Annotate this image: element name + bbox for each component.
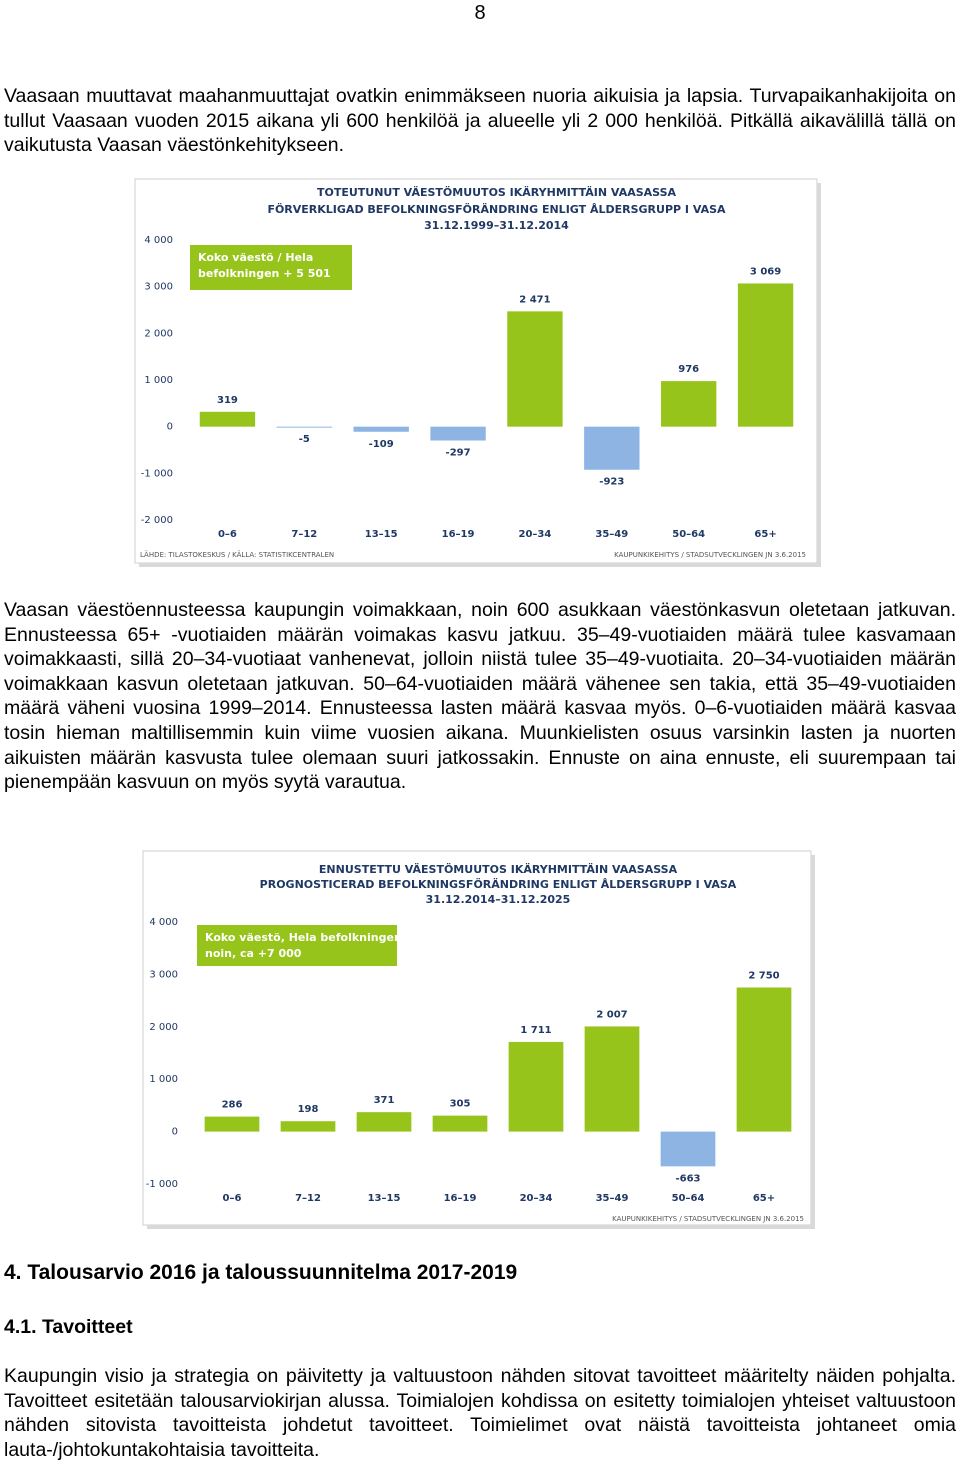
x-tick-label: 50–64 [672,529,705,540]
annotation-box [197,925,397,966]
bar [584,1026,640,1132]
x-tick-label: 35–49 [595,529,628,540]
chart: ENNUSTETTU VÄESTÖMUUTOS IKÄRYHMITTÄIN VA… [142,850,815,1229]
chart-title: PROGNOSTICERAD BEFOLKNINGSFÖRÄNDRING ENL… [260,877,737,891]
x-tick-label: 35–49 [596,1193,629,1204]
bar [432,1115,488,1132]
page-number: 8 [474,2,486,24]
chart-shadow-bottom [139,563,821,567]
bar [280,1121,336,1132]
value-label: 2 471 [519,294,550,305]
bar [356,1112,412,1132]
x-tick-label: 16–19 [444,1193,477,1204]
value-label: 976 [678,364,699,375]
value-label: -5 [299,434,310,445]
x-tick-label: 13–15 [365,529,398,540]
bar [736,987,792,1132]
chart-credit: KAUPUNKIKEHITYS / STADSUTVECKLINGEN JN 3… [614,551,806,559]
chart-title: 31.12.2014–31.12.2025 [426,893,571,906]
x-tick-label: 20–34 [520,1193,553,1204]
x-tick-label: 7–12 [291,529,317,540]
x-tick-label: 20–34 [519,529,552,540]
chart-shadow-bottom [147,1225,815,1229]
bar [204,1116,260,1132]
x-tick-label: 0–6 [218,529,237,540]
value-label: -109 [369,439,394,450]
bar [507,311,563,427]
annotation: Koko väestö, Hela befolkningen [205,931,402,944]
value-label: 305 [450,1099,471,1110]
bar [737,283,794,427]
value-label: -297 [446,448,471,459]
x-tick-label: 0–6 [223,1193,242,1204]
value-label: 2 750 [748,971,779,982]
value-label: -663 [675,1173,700,1184]
y-tick-label: -1 000 [146,1179,178,1190]
y-tick-label: 3 000 [149,969,178,980]
value-label: 198 [298,1104,319,1115]
heading: 4. Talousarvio 2016 ja taloussuunnitelma… [4,1261,518,1284]
y-tick-label: -2 000 [141,515,173,526]
x-tick-label: 50–64 [672,1193,705,1204]
chart-source: LÄHDE: TILASTOKESKUS / KÄLLA: STATISTIKC… [140,550,334,559]
bar [430,426,486,441]
y-tick-label: 4 000 [144,235,173,246]
chart-credit: KAUPUNKIKEHITYS / STADSUTVECKLINGEN JN 3… [612,1215,804,1223]
y-tick-label: 2 000 [149,1022,178,1033]
bar [584,426,640,470]
bar [199,411,256,427]
annotation: noin, ca +7 000 [205,947,302,960]
value-label: 371 [374,1095,395,1106]
chart-title: 31.12.1999–31.12.2014 [424,219,569,232]
chart-frame [134,178,818,564]
subheading: 4.1. Tavoitteet [4,1316,133,1338]
value-label: 319 [217,395,238,406]
bar [508,1041,564,1132]
x-tick-label: 7–12 [295,1193,321,1204]
bar [276,426,332,428]
chart: TOTEUTUNUT VÄESTÖMUUTOS IKÄRYHMITTÄIN VA… [134,178,821,567]
value-label: 3 069 [750,266,781,277]
y-tick-label: 1 000 [149,1074,178,1085]
y-tick-label: -1 000 [141,468,173,479]
y-tick-label: 2 000 [144,328,173,339]
y-tick-label: 3 000 [144,282,173,293]
annotation: befolkningen + 5 501 [198,267,331,280]
value-label: 286 [222,1100,243,1111]
value-label: 2 007 [596,1009,627,1020]
bar [353,426,409,432]
x-tick-label: 16–19 [442,529,475,540]
bar [660,1131,716,1167]
value-label: -923 [599,477,624,488]
chart-title: TOTEUTUNUT VÄESTÖMUUTOS IKÄRYHMITTÄIN VA… [317,185,677,199]
value-label: 1 711 [520,1025,551,1036]
paragraph: Kaupungin visio ja strategia on päivitet… [4,1365,956,1461]
annotation-box [190,245,352,290]
chart-shadow-right [811,855,815,1229]
bar [661,381,717,427]
x-tick-label: 13–15 [368,1193,401,1204]
y-tick-label: 1 000 [144,375,173,386]
paragraph: Vaasan väestöennusteessa kaupungin voima… [4,599,956,794]
chart-title: FÖRVERKLIGAD BEFOLKNINGSFÖRÄNDRING ENLIG… [267,202,726,216]
chart-shadow-right [817,183,821,567]
x-tick-label: 65+ [754,529,776,540]
x-tick-label: 65+ [753,1193,775,1204]
y-tick-label: 0 [167,422,173,433]
chart-frame [142,850,812,1226]
paragraph: Vaasaan muuttavat maahanmuuttajat ovatki… [4,85,956,157]
chart-title: ENNUSTETTU VÄESTÖMUUTOS IKÄRYHMITTÄIN VA… [319,862,678,876]
y-tick-label: 0 [172,1127,178,1138]
annotation: Koko väestö / Hela [198,251,313,264]
y-tick-label: 4 000 [149,917,178,928]
